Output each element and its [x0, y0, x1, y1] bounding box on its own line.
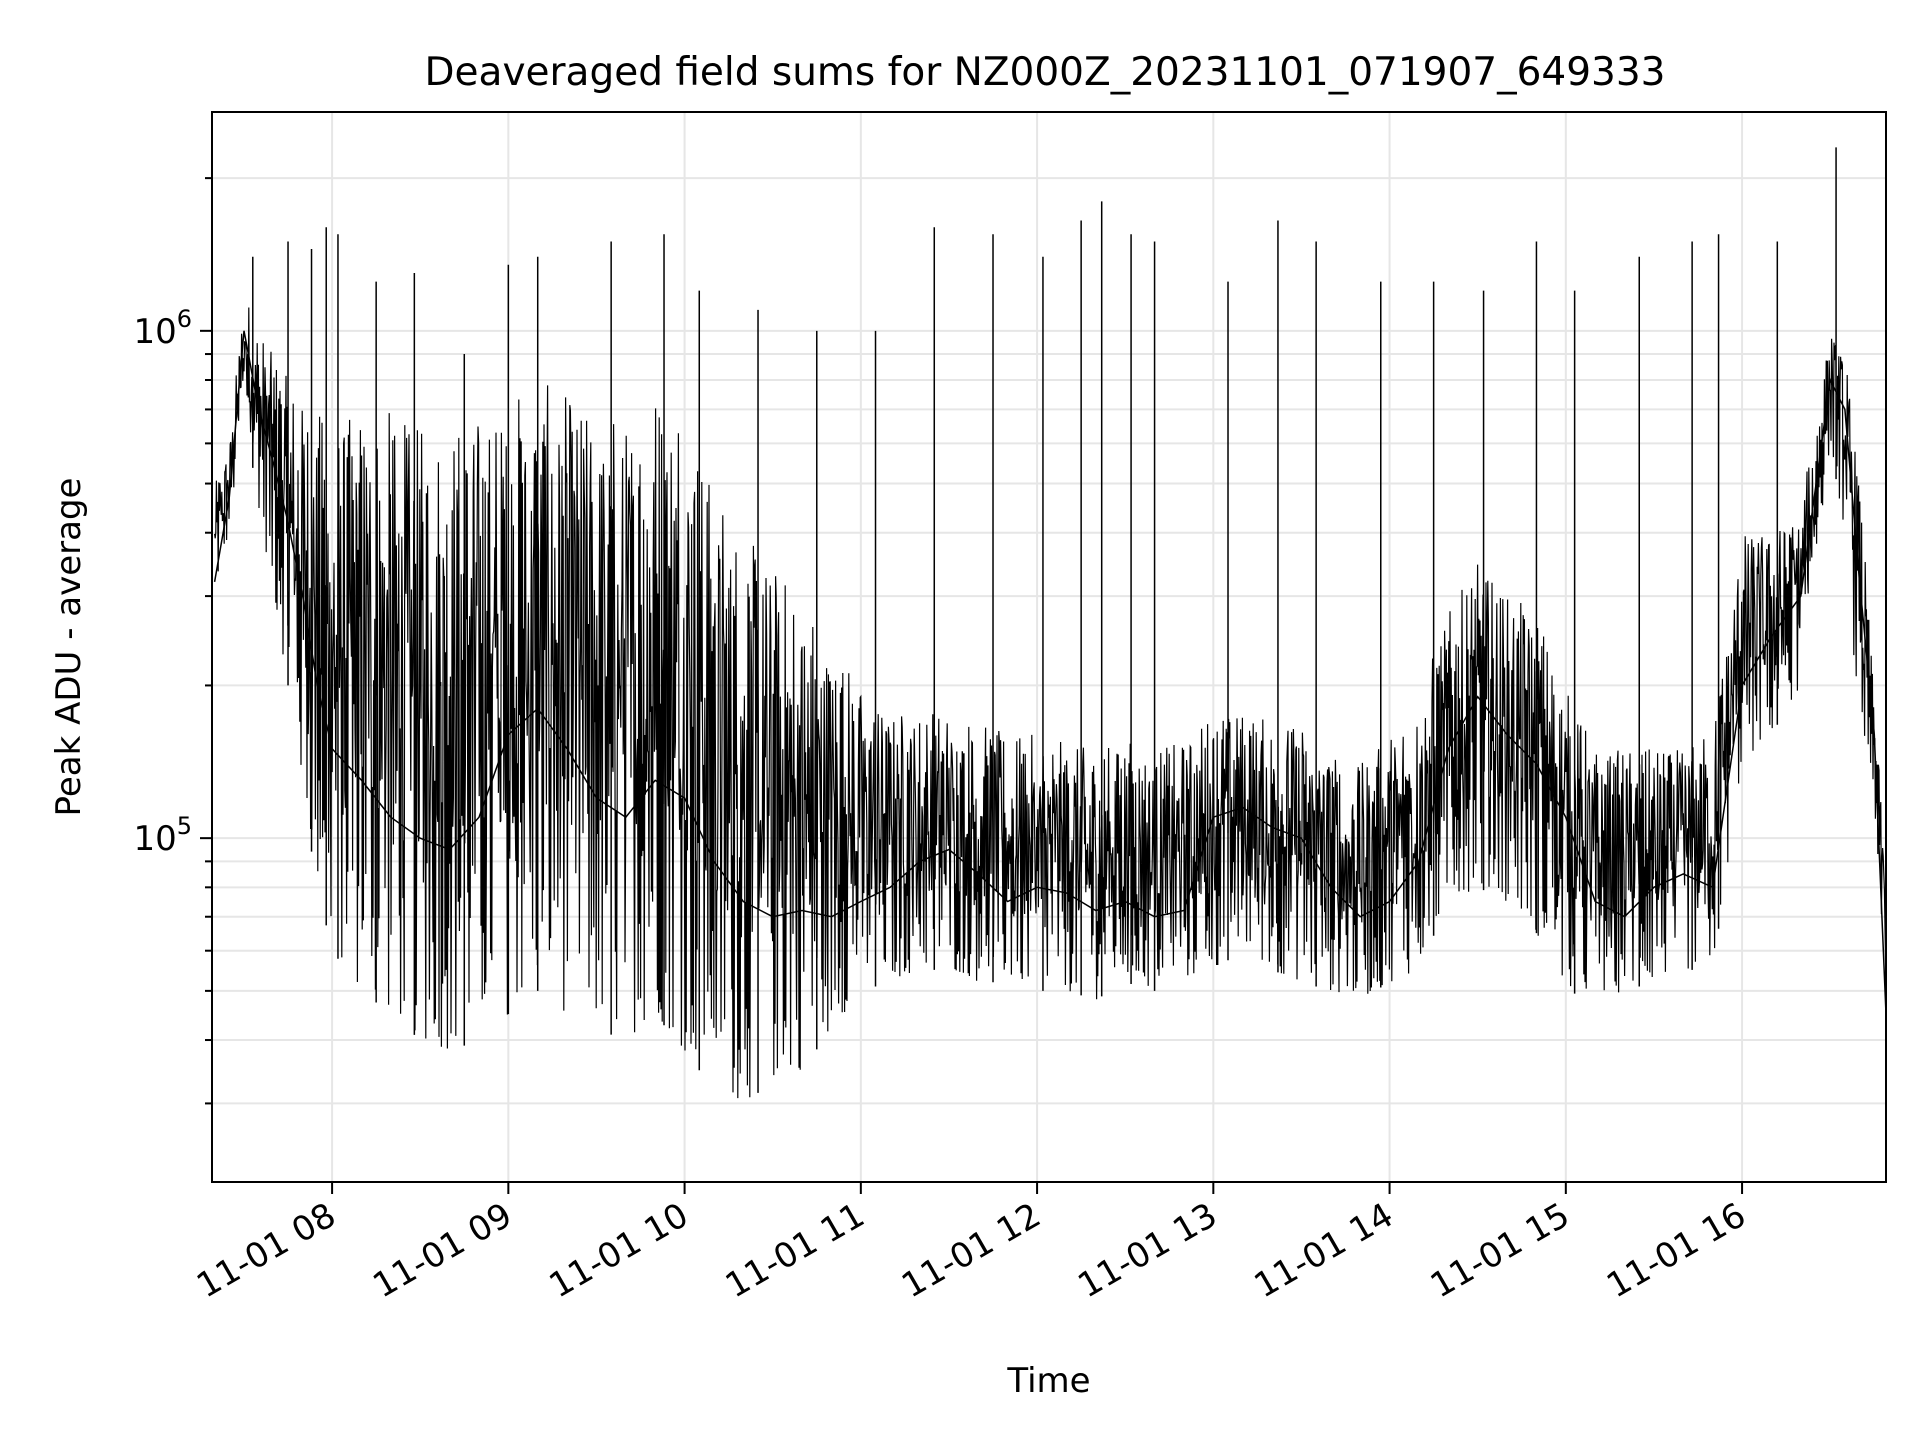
series-band: [214, 307, 1887, 1099]
y-tick-label: 105: [133, 812, 192, 859]
y-axis-label: Peak ADU - average: [49, 478, 89, 817]
series-noise-trace: [214, 307, 1887, 1099]
series-line-group: [213, 330, 1887, 1015]
y-axis-ticks: 105 106: [133, 177, 212, 1105]
y-tick-label: 106: [133, 305, 192, 352]
plot-area: [212, 112, 1886, 1182]
chart-title: Deaveraged field sums for NZ000Z_2023110…: [425, 50, 1666, 95]
x-axis-label: Time: [1006, 1361, 1090, 1401]
axes-frame: [211, 111, 1887, 1183]
series-spikes: [252, 147, 1837, 1093]
series-line: [213, 330, 1887, 1015]
